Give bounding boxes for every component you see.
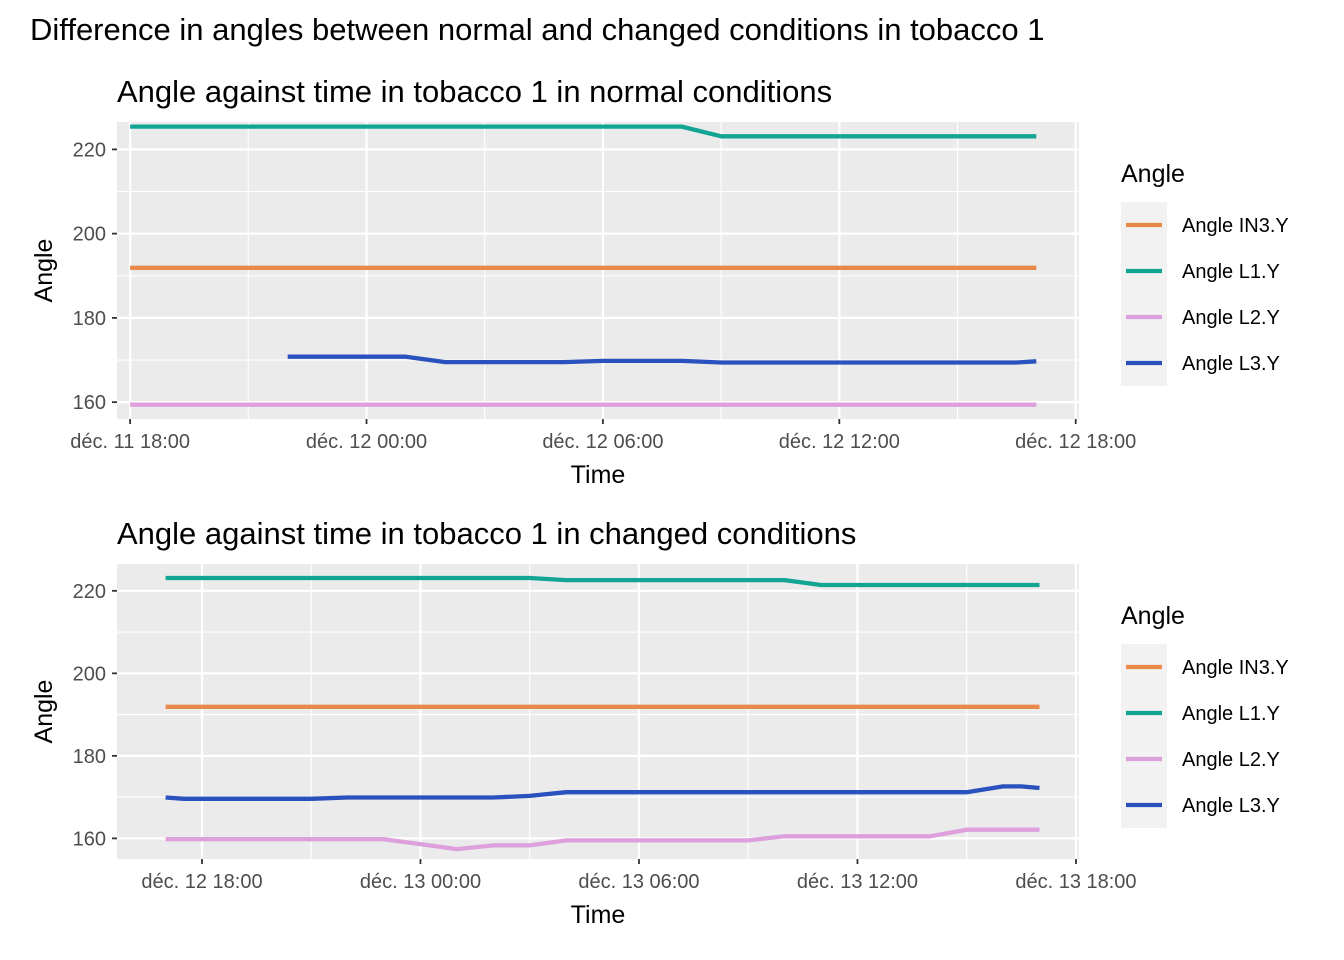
y-tick-label: 200 <box>73 663 106 685</box>
chart-panel-2: Angle against time in tobacco 1 in chang… <box>30 516 1289 929</box>
x-tick-label: déc. 11 18:00 <box>70 431 190 453</box>
figure-title: Difference in angles between normal and … <box>30 12 1045 47</box>
y-tick-label: 180 <box>73 308 106 330</box>
y-tick-label: 200 <box>73 224 106 246</box>
y-tick-label: 220 <box>73 139 106 161</box>
series-line-angle-l2-y <box>165 827 1040 852</box>
x-tick-label: déc. 12 18:00 <box>1015 431 1136 453</box>
y-tick-label: 180 <box>73 746 106 768</box>
series-line-angle-l1-y <box>165 575 1040 588</box>
series-line-angle-l3-y <box>165 784 1040 801</box>
x-tick-label: déc. 13 18:00 <box>1015 871 1136 893</box>
y-axis-title: Angle <box>30 239 58 303</box>
x-axis-title: Time <box>571 901 626 929</box>
legend-label: Angle L3.Y <box>1182 353 1280 375</box>
y-tick-label: 160 <box>73 828 106 850</box>
y-tick-label: 160 <box>73 392 106 414</box>
x-tick-label: déc. 13 00:00 <box>360 871 481 893</box>
legend-label: Angle L2.Y <box>1182 749 1280 771</box>
x-tick-label: déc. 12 12:00 <box>779 431 900 453</box>
series-line-angle-l3-y <box>287 354 1037 365</box>
plot-background <box>117 122 1079 419</box>
x-tick-label: déc. 13 12:00 <box>797 871 918 893</box>
chart-panel-1: Angle against time in tobacco 1 in norma… <box>30 74 1289 489</box>
legend-title: Angle <box>1121 602 1185 630</box>
y-axis-title: Angle <box>30 680 58 744</box>
x-tick-label: déc. 13 06:00 <box>578 871 699 893</box>
legend: Angle Angle IN3.Y Angle L1.Y Angle L2.Y Angl… <box>1121 160 1289 386</box>
legend-label: Angle IN3.Y <box>1182 215 1289 237</box>
chart-title: Angle against time in tobacco 1 in chang… <box>117 516 856 551</box>
legend: Angle Angle IN3.Y Angle L1.Y Angle L2.Y Angl… <box>1121 602 1289 828</box>
legend-label: Angle L1.Y <box>1182 703 1280 725</box>
legend-label: Angle IN3.Y <box>1182 657 1289 679</box>
plot-background <box>117 564 1079 859</box>
legend-label: Angle L1.Y <box>1182 261 1280 283</box>
series-line-angle-l1-y <box>130 124 1037 139</box>
x-tick-label: déc. 12 06:00 <box>542 431 663 453</box>
legend-label: Angle L3.Y <box>1182 795 1280 817</box>
legend-label: Angle L2.Y <box>1182 307 1280 329</box>
x-tick-label: déc. 12 18:00 <box>141 871 262 893</box>
y-tick-label: 220 <box>73 581 106 603</box>
legend-title: Angle <box>1121 160 1185 188</box>
x-tick-label: déc. 12 00:00 <box>306 431 427 453</box>
chart-title: Angle against time in tobacco 1 in norma… <box>117 74 832 109</box>
x-axis-title: Time <box>571 461 626 489</box>
